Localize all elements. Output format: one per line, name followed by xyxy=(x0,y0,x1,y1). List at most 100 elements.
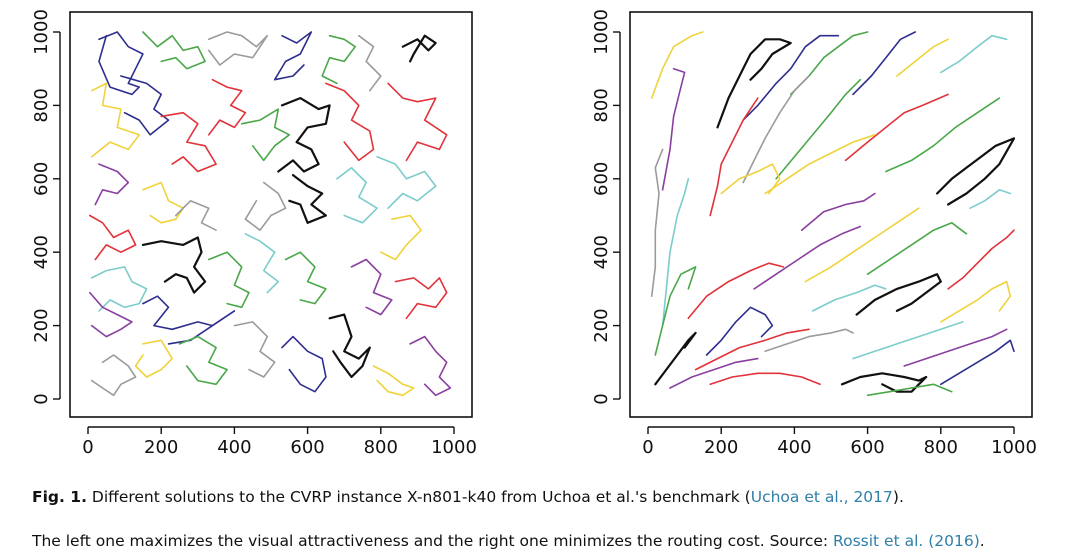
right-route-line xyxy=(800,192,876,231)
left-route-line xyxy=(233,321,276,378)
caption-line-1: Fig. 1. Different solutions to the CVRP … xyxy=(32,488,1072,506)
left-route-line xyxy=(409,335,452,397)
left-y-tick-label: 600 xyxy=(31,162,52,196)
right-route-line xyxy=(896,38,949,77)
caption-text-c: The left one maximizes the visual attrac… xyxy=(32,532,834,550)
left-x-tick-label: 1000 xyxy=(431,437,477,458)
left-y-tick-label: 1000 xyxy=(31,9,52,55)
right-route-line xyxy=(852,321,964,360)
right-route-line xyxy=(764,328,854,353)
left-route-line xyxy=(281,335,327,393)
right-y-tick-label: 1000 xyxy=(591,9,612,55)
right-route-line xyxy=(969,189,1012,209)
right-route-line xyxy=(866,383,953,397)
left-route-line xyxy=(394,277,448,320)
right-route-line xyxy=(669,357,759,389)
left-x-tick-label: 400 xyxy=(217,437,251,458)
citation-link-rossit[interactable]: Rossit et al. (2016) xyxy=(833,532,980,550)
right-x-tick-label: 600 xyxy=(850,437,884,458)
right-x-tick-label: 400 xyxy=(777,437,811,458)
right-route-line xyxy=(804,207,920,283)
right-route-line xyxy=(935,137,1016,206)
left-x-tick-label: 200 xyxy=(144,437,178,458)
left-route-line xyxy=(208,251,250,309)
caption-text-b: ). xyxy=(892,488,904,506)
left-panel: 0 200 400 600 800 1000 0 200 400 600 800 1000 xyxy=(31,9,477,458)
caption-text-d: . xyxy=(979,532,985,550)
right-route-line xyxy=(852,31,917,96)
left-route-line xyxy=(98,31,144,96)
left-route-line xyxy=(336,167,378,224)
right-x-tick-label: 800 xyxy=(924,437,958,458)
left-x-tick-label: 600 xyxy=(290,437,324,458)
left-route-line xyxy=(379,214,422,261)
figure: 0 200 400 600 800 1000 0 200 400 600 800 1000 0 200 4… xyxy=(31,9,1037,458)
right-y-tick-label: 400 xyxy=(591,235,612,269)
left-route-line xyxy=(89,214,137,261)
left-route-line xyxy=(372,365,415,397)
left-x-tick-label: 800 xyxy=(364,437,398,458)
left-route-line xyxy=(142,31,206,70)
left-route-line xyxy=(89,291,133,338)
right-route-line xyxy=(661,178,690,327)
right-route-line xyxy=(650,31,704,99)
caption-line-2: The left one maximizes the visual attrac… xyxy=(32,532,1072,550)
left-route-line xyxy=(175,200,217,231)
left-route-line xyxy=(90,354,137,397)
left-route-line xyxy=(277,96,331,173)
left-y-tick-label: 800 xyxy=(31,88,52,122)
right-route-line xyxy=(811,284,887,312)
left-route-line xyxy=(178,335,228,386)
left-route-line xyxy=(141,236,207,294)
left-route-line xyxy=(160,111,217,173)
left-route-line xyxy=(90,266,148,312)
right-route-line xyxy=(694,328,810,371)
right-route-line xyxy=(753,225,862,290)
left-route-line xyxy=(328,313,371,379)
caption-text-a: Different solutions to the CVRP instance… xyxy=(86,488,751,506)
left-route-line xyxy=(244,181,287,231)
left-route-line xyxy=(376,156,437,209)
left-route-line xyxy=(208,78,247,136)
left-route-line xyxy=(90,82,140,158)
left-route-line xyxy=(288,174,327,224)
right-route-line xyxy=(775,78,862,180)
right-route-line xyxy=(947,229,1015,290)
right-route-line xyxy=(709,97,759,217)
left-route-line xyxy=(120,75,170,136)
left-route-line xyxy=(387,82,448,162)
right-y-tick-label: 200 xyxy=(591,308,612,342)
right-plot-frame xyxy=(629,11,1033,418)
right-route-line xyxy=(654,331,697,386)
right-route-line xyxy=(939,34,1008,74)
right-route-line xyxy=(939,280,1012,323)
right-route-line xyxy=(866,222,968,276)
right-route-line xyxy=(720,163,781,195)
left-route-line xyxy=(273,31,313,81)
left-route-line xyxy=(350,258,393,316)
right-route-line xyxy=(844,93,949,162)
left-route-line xyxy=(325,82,375,162)
right-route-line xyxy=(840,372,928,393)
right-route-line xyxy=(709,372,821,386)
citation-link-uchoa[interactable]: Uchoa et al., 2017 xyxy=(750,488,893,506)
left-y-tick-label: 200 xyxy=(31,308,52,342)
right-y-tick-label: 600 xyxy=(591,162,612,196)
left-route-line xyxy=(94,163,130,206)
left-x-tick-label: 0 xyxy=(82,437,93,458)
right-x-tick-label: 0 xyxy=(642,437,653,458)
right-panel: 0 200 400 600 800 1000 0 200 400 600 800 1000 xyxy=(591,9,1037,458)
right-route-line xyxy=(742,75,810,184)
right-x-tick-label: 1000 xyxy=(991,437,1037,458)
right-y-tick-label: 800 xyxy=(591,88,612,122)
left-route-line xyxy=(208,31,269,66)
right-route-line xyxy=(885,97,1001,173)
right-y-tick-label: 0 xyxy=(591,393,612,404)
left-route-line xyxy=(244,233,280,294)
right-route-line xyxy=(650,148,664,298)
left-route-line xyxy=(134,339,173,378)
right-route-line xyxy=(654,266,697,356)
left-route-line xyxy=(142,295,236,345)
right-route-line xyxy=(661,67,686,191)
right-route-line xyxy=(939,339,1015,386)
